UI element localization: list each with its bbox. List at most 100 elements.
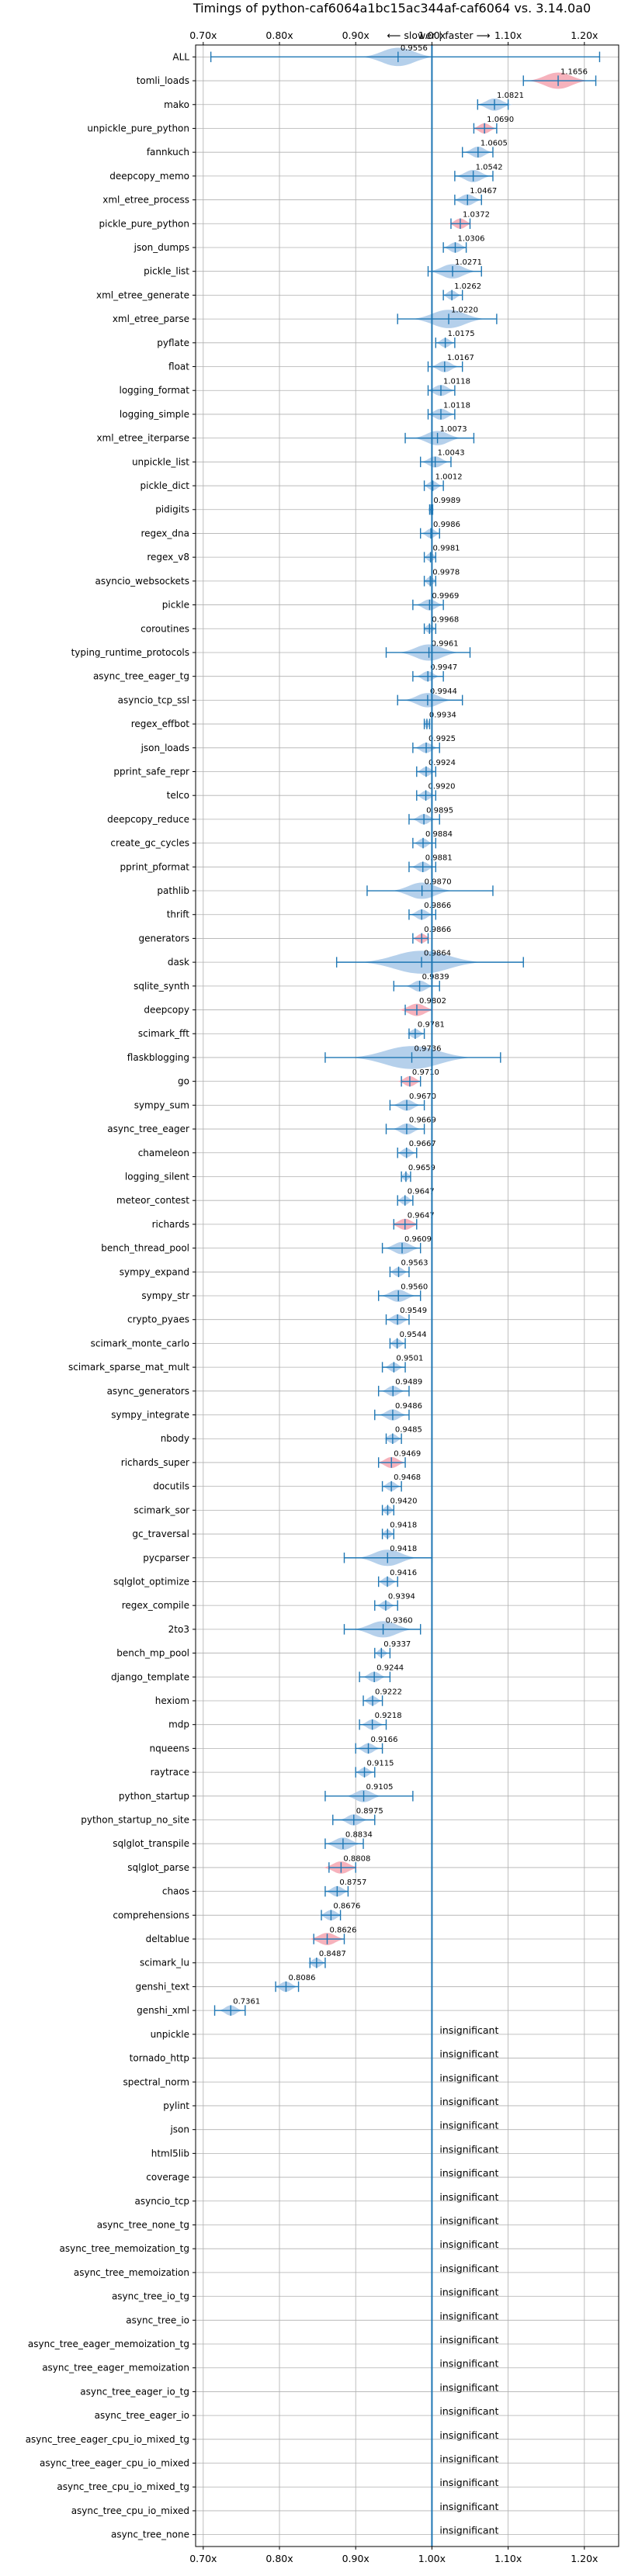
insignificant-label: insignificant [439,2072,498,2083]
insignificant-label: insignificant [439,2024,498,2036]
category-label: regex_effbot [131,718,190,729]
category-label: python_startup_no_site [81,1815,189,1826]
category-label: comprehensions [113,1909,189,1920]
insignificant-label: insignificant [439,2477,498,2488]
data-label: 0.9394 [388,1593,415,1601]
data-label: 0.9968 [432,616,459,625]
tick-label-top: 0.70x [189,29,217,41]
data-label: 0.8757 [339,1878,366,1887]
category-label: deepcopy_reduce [107,814,189,825]
insignificant-label: insignificant [439,2143,498,2155]
data-label: 0.9710 [412,1068,439,1077]
category-label: pidigits [155,504,189,515]
category-label: pickle_pure_python [99,218,189,229]
data-label: 0.9486 [395,1402,422,1411]
category-label: json_loads [141,743,189,753]
insignificant-label: insignificant [439,2334,498,2346]
data-label: 0.9884 [425,830,453,839]
category-label: richards [152,1219,189,1230]
category-label: sqlite_synth [134,981,189,992]
category-label: sympy_sum [134,1099,189,1110]
chart-marks: 0.9556 1.1656 1.0821 1.0690 1.0605 1.0542 1.04… [210,44,601,2547]
category-label: nbody [161,1433,189,1444]
data-label: 0.8808 [343,1854,370,1863]
category-label: crypto_pyaes [127,1314,189,1325]
data-label: 0.9218 [375,1712,402,1720]
category-label: chameleon [138,1148,189,1158]
data-label: 0.9969 [432,592,459,601]
data-label: 0.9647 [408,1188,435,1196]
category-label: async_tree_memoization [74,2267,189,2278]
category-label: spectral_norm [123,2076,189,2087]
category-label: xml_etree_process [102,195,189,206]
category-label: async_tree_io_tg [112,2291,189,2302]
category-label: scimark_fft [138,1028,189,1039]
category-label: unpickle_pure_python [87,123,189,133]
category-label: async_tree_io [126,2315,189,2325]
category-label: docutils [153,1481,189,1492]
category-label: async_tree_eager_cpu_io_mixed_tg [26,2434,189,2445]
category-label: async_tree_cpu_io_mixed [71,2505,189,2516]
insignificant-label: insignificant [439,2167,498,2179]
tick-label-bottom: 0.80x [265,2553,293,2564]
category-label: xml_etree_generate [96,289,189,300]
data-label: 0.9418 [390,1521,417,1529]
data-label: 1.1656 [560,68,588,76]
data-label: 0.9560 [401,1283,428,1291]
insignificant-label: insignificant [439,2096,498,2107]
category-label: genshi_text [136,1981,190,1992]
category-label: telco [167,790,189,801]
category-label: xml_etree_parse [113,313,189,324]
tick-label-top: 0.90x [342,29,369,41]
data-label: 0.9468 [394,1473,421,1482]
data-label: 0.9563 [401,1259,428,1268]
data-label: 0.9920 [428,783,456,791]
chart-subtitle: ⟵ slower | faster ⟶ [387,29,491,41]
tick-label-top: 1.00x [418,29,446,41]
data-label: 0.9781 [418,1021,445,1030]
data-label: 0.9501 [396,1355,423,1363]
category-label: python_startup [119,1791,189,1802]
category-label: unpickle_list [132,456,189,467]
data-label: 1.0175 [448,330,475,338]
category-label: nqueens [150,1743,189,1754]
category-label: generators [138,933,189,943]
category-label: tomli_loads [137,75,189,86]
category-label: raytrace [151,1767,189,1778]
category-label: xml_etree_iterparse [96,433,189,444]
category-label: logging_format [119,385,189,396]
category-label: thrift [167,909,190,920]
data-label: 0.9667 [409,1140,436,1148]
data-label: 0.9556 [401,44,428,53]
category-label: async_tree_none [111,2529,189,2540]
category-label: hexiom [155,1695,189,1706]
category-label: tornado_http [130,2053,189,2064]
insignificant-label: insignificant [439,2310,498,2322]
category-label: create_gc_cycles [110,838,189,849]
data-label: 0.9669 [409,1116,436,1124]
insignificant-label: insignificant [439,2214,498,2226]
data-label: 0.9866 [424,926,451,934]
data-label: 0.9489 [395,1378,422,1387]
data-label: 0.9105 [366,1783,394,1792]
data-label: 0.9839 [422,973,449,982]
insignificant-label: insignificant [439,2287,498,2298]
category-label: sqlglot_optimize [113,1576,189,1587]
data-label: 0.9420 [390,1497,417,1506]
category-label: unpickle [151,2029,189,2040]
category-label: pylint [163,2100,189,2111]
category-label: async_tree_cpu_io_mixed_tg [57,2481,189,2492]
category-label: async_tree_none_tg [97,2219,189,2230]
category-label: meteor_contest [116,1195,189,1206]
category-label: async_generators [107,1386,189,1397]
category-label: mdp [168,1719,189,1730]
category-label: asyncio_tcp_ssl [118,694,189,705]
category-label: sympy_integrate [111,1410,189,1421]
data-label: 0.9360 [386,1616,413,1625]
insignificant-label: insignificant [439,2263,498,2274]
category-label: richards_super [121,1457,189,1468]
data-label: 0.9244 [376,1664,404,1673]
category-label: asyncio_tcp [134,2196,189,2207]
